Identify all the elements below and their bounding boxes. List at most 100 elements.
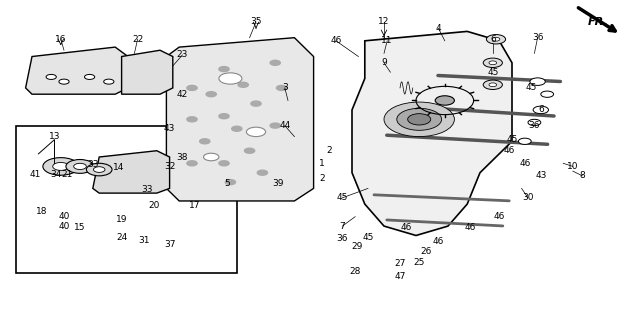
Polygon shape — [122, 50, 173, 94]
Circle shape — [66, 160, 94, 173]
Circle shape — [219, 114, 229, 119]
Circle shape — [104, 79, 114, 84]
Text: 31: 31 — [138, 236, 150, 245]
Circle shape — [384, 102, 454, 137]
Text: 46: 46 — [401, 223, 412, 232]
Text: 41: 41 — [29, 170, 41, 179]
Circle shape — [187, 117, 197, 122]
Text: 37: 37 — [164, 241, 175, 249]
Text: 46: 46 — [330, 36, 342, 45]
Circle shape — [492, 37, 500, 41]
Circle shape — [397, 108, 442, 130]
Text: 6: 6 — [490, 35, 495, 44]
Text: 14: 14 — [113, 164, 124, 172]
Circle shape — [225, 180, 236, 185]
Circle shape — [43, 158, 79, 175]
Text: 20: 20 — [148, 201, 159, 210]
Text: 21: 21 — [61, 170, 73, 179]
Text: 1: 1 — [319, 159, 324, 168]
Text: FR.: FR. — [588, 17, 609, 27]
Text: 11: 11 — [381, 36, 393, 45]
Circle shape — [93, 167, 105, 172]
Circle shape — [276, 85, 287, 90]
Circle shape — [219, 73, 242, 84]
Polygon shape — [26, 47, 128, 94]
Text: 46: 46 — [465, 223, 476, 232]
Text: 2: 2 — [327, 146, 332, 155]
Text: 36: 36 — [337, 234, 348, 243]
Circle shape — [187, 85, 197, 90]
Text: 32: 32 — [164, 162, 175, 171]
Text: 40: 40 — [58, 222, 70, 230]
Text: 2: 2 — [319, 175, 324, 183]
Text: 39: 39 — [273, 179, 284, 188]
Circle shape — [74, 163, 86, 170]
Text: 29: 29 — [351, 242, 363, 251]
Text: 45: 45 — [362, 233, 374, 241]
Circle shape — [244, 148, 255, 153]
Circle shape — [489, 83, 497, 87]
Circle shape — [528, 119, 541, 126]
Circle shape — [246, 127, 266, 137]
Text: 36: 36 — [529, 121, 540, 130]
Text: 35: 35 — [250, 18, 262, 26]
Text: 5: 5 — [225, 179, 230, 188]
Text: 9: 9 — [381, 58, 387, 67]
Circle shape — [270, 60, 280, 65]
Circle shape — [257, 170, 268, 175]
Text: 46: 46 — [493, 212, 505, 221]
Text: 3: 3 — [282, 84, 287, 92]
Text: 33: 33 — [87, 160, 99, 169]
Text: 28: 28 — [349, 267, 361, 276]
Text: 43: 43 — [164, 124, 175, 133]
Circle shape — [270, 123, 280, 128]
Circle shape — [238, 82, 248, 87]
Circle shape — [200, 139, 210, 144]
Text: 33: 33 — [141, 186, 153, 194]
Circle shape — [486, 35, 506, 44]
Text: 45: 45 — [525, 84, 537, 92]
Text: 34: 34 — [51, 170, 62, 179]
Circle shape — [483, 80, 502, 89]
Text: 43: 43 — [535, 171, 547, 180]
Text: 47: 47 — [394, 272, 406, 281]
Text: 22: 22 — [132, 35, 143, 44]
Text: 6: 6 — [538, 106, 543, 114]
Circle shape — [483, 58, 502, 68]
Text: 18: 18 — [36, 208, 47, 216]
Circle shape — [86, 163, 112, 176]
Circle shape — [489, 61, 497, 65]
Circle shape — [408, 114, 431, 125]
Circle shape — [541, 91, 554, 97]
Circle shape — [204, 153, 219, 161]
Polygon shape — [352, 31, 512, 236]
Text: 46: 46 — [433, 237, 444, 246]
Circle shape — [518, 138, 531, 144]
Polygon shape — [166, 38, 314, 201]
Text: 13: 13 — [49, 132, 60, 141]
Text: 40: 40 — [58, 212, 70, 221]
Text: 17: 17 — [189, 201, 201, 210]
Text: 46: 46 — [519, 159, 531, 168]
Text: 30: 30 — [522, 193, 534, 202]
Text: 23: 23 — [177, 51, 188, 59]
Circle shape — [232, 126, 242, 131]
Circle shape — [219, 67, 229, 72]
Text: 7: 7 — [340, 222, 345, 230]
Text: 27: 27 — [394, 259, 406, 268]
Text: 8: 8 — [580, 171, 585, 180]
Circle shape — [533, 106, 548, 114]
Text: 4: 4 — [436, 24, 441, 33]
Bar — [16, 126, 237, 273]
Text: 26: 26 — [420, 247, 431, 256]
Circle shape — [84, 74, 95, 79]
Circle shape — [530, 78, 545, 85]
Circle shape — [59, 79, 69, 84]
Circle shape — [187, 161, 197, 166]
Text: 16: 16 — [55, 35, 67, 44]
Circle shape — [206, 92, 216, 97]
Circle shape — [435, 96, 454, 105]
Text: 25: 25 — [413, 258, 425, 267]
Circle shape — [251, 101, 261, 106]
Text: 42: 42 — [177, 90, 188, 99]
